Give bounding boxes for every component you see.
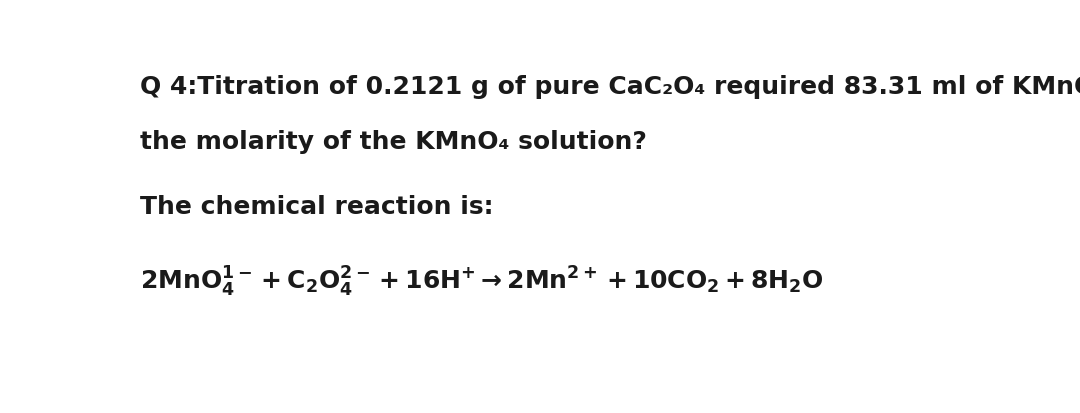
Text: $\mathbf{2MnO_4^{1-} + C_2O_4^{2-} + 16H^{+} \rightarrow 2Mn^{2+} + 10CO_2 + 8H_: $\mathbf{2MnO_4^{1-} + C_2O_4^{2-} + 16H…: [140, 264, 824, 299]
Text: the molarity of the KMnO₄ solution?: the molarity of the KMnO₄ solution?: [140, 130, 647, 154]
Text: The chemical reaction is:: The chemical reaction is:: [140, 195, 494, 218]
Text: Q 4:Titration of 0.2121 g of pure CaC₂O₄ required 83.31 ml of KMnO₄ .What is: Q 4:Titration of 0.2121 g of pure CaC₂O₄…: [140, 75, 1080, 99]
